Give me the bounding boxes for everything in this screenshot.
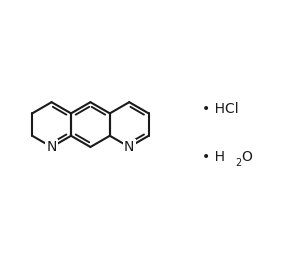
Text: O: O	[241, 150, 252, 164]
Text: N: N	[124, 140, 135, 154]
Text: N: N	[46, 140, 57, 154]
Text: • HCl: • HCl	[202, 102, 239, 116]
Text: • H: • H	[202, 150, 225, 164]
Text: 2: 2	[235, 158, 242, 168]
